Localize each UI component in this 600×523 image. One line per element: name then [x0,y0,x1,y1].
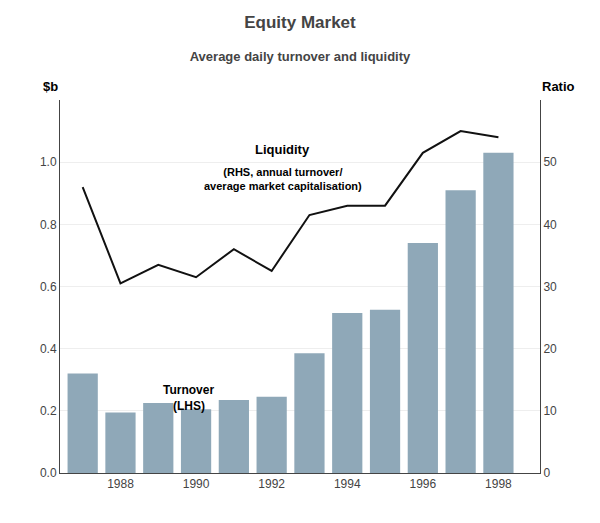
svg-text:Ratio: Ratio [542,79,575,94]
svg-text:Average daily turnover and liq: Average daily turnover and liquidity [190,49,411,64]
svg-text:$b: $b [43,79,58,94]
svg-text:Equity Market: Equity Market [244,13,356,32]
svg-text:1994: 1994 [334,477,361,491]
svg-text:50: 50 [543,155,557,169]
svg-text:1.0: 1.0 [40,155,57,169]
svg-text:Turnover: Turnover [163,383,214,397]
svg-text:(RHS, annual turnover/average: (RHS, annual turnover/average market cap… [204,166,362,192]
svg-text:0.0: 0.0 [40,466,57,480]
svg-text:1996: 1996 [409,477,436,491]
svg-text:1992: 1992 [258,477,285,491]
svg-text:0.6: 0.6 [40,280,57,294]
svg-text:30: 30 [543,280,557,294]
svg-text:0.8: 0.8 [40,218,57,232]
svg-text:0.2: 0.2 [40,404,57,418]
svg-text:1998: 1998 [485,477,512,491]
svg-text:(LHS): (LHS) [173,399,205,413]
svg-text:40: 40 [543,218,557,232]
svg-text:1990: 1990 [183,477,210,491]
svg-text:Liquidity: Liquidity [255,142,310,157]
svg-text:20: 20 [543,342,557,356]
svg-text:10: 10 [543,404,557,418]
svg-text:0.4: 0.4 [40,342,57,356]
svg-text:0: 0 [543,466,550,480]
svg-text:1988: 1988 [107,477,134,491]
